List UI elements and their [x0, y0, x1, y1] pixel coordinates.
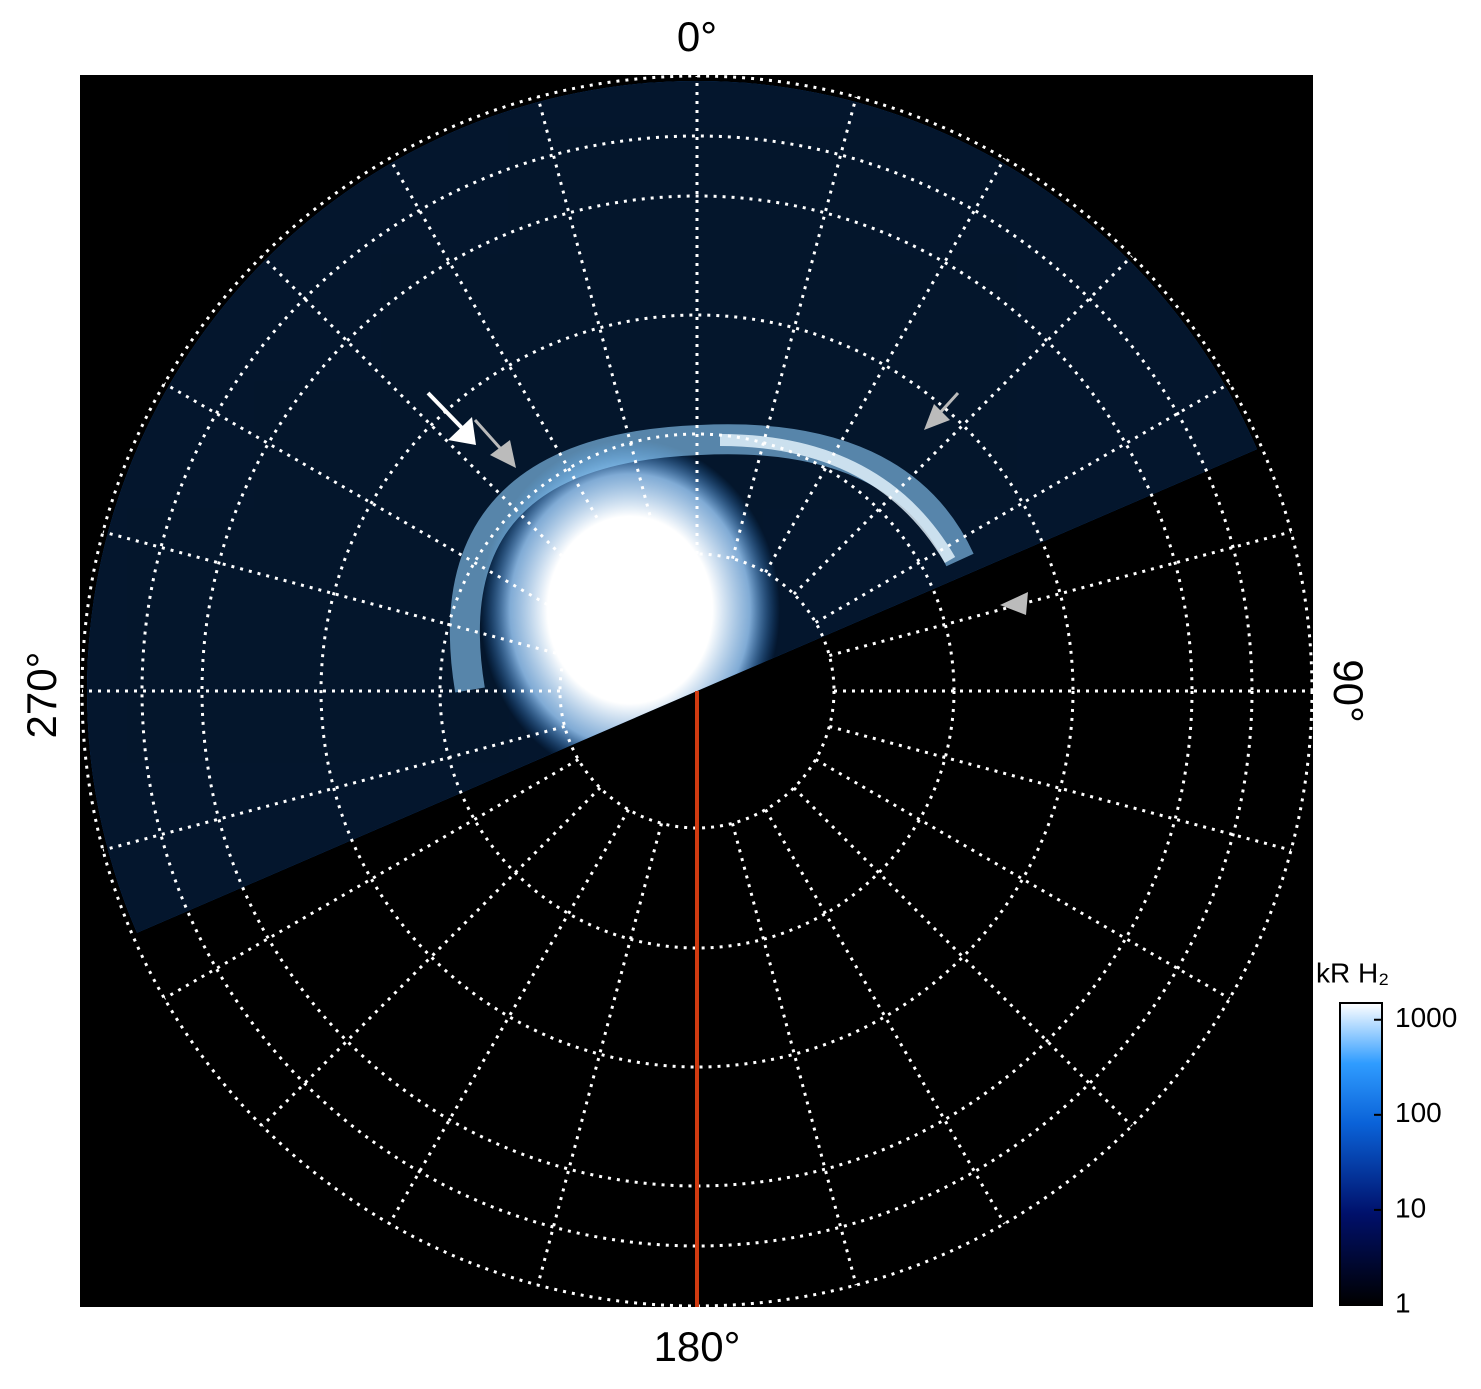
- grid-spoke: [163, 382, 580, 624]
- polar-grid: [80, 74, 1314, 1308]
- colorbar-label: kR H₂: [1316, 957, 1389, 988]
- grid-spoke: [731, 822, 858, 1286]
- colorbar-tick-label: 1: [1395, 1287, 1411, 1318]
- grid-spoke: [792, 786, 1133, 1127]
- grid-spoke: [261, 786, 602, 1127]
- colorbar: [1339, 1002, 1383, 1306]
- colorbar-tick-label: 100: [1395, 1097, 1442, 1128]
- colorbar-tick-label: 1000: [1395, 1002, 1457, 1033]
- grid-spoke: [828, 530, 1292, 657]
- grid-spoke: [764, 808, 1006, 1225]
- angle-label: 270°: [18, 652, 65, 739]
- grid-spoke: [102, 530, 566, 657]
- grid-spoke: [792, 255, 1133, 596]
- grid-spoke: [814, 758, 1231, 1000]
- angle-label: 180°: [654, 1323, 741, 1370]
- arrows: [426, 391, 1028, 615]
- grid-spoke: [814, 382, 1231, 624]
- grid-spoke: [731, 96, 858, 560]
- grid-spoke: [764, 157, 1006, 574]
- angle-label: 90°: [1325, 659, 1372, 723]
- grid-spoke: [536, 96, 663, 560]
- grid-spoke: [388, 808, 630, 1225]
- grid-spoke: [388, 157, 630, 574]
- grid-spoke: [102, 725, 566, 852]
- grid-spoke: [163, 758, 580, 1000]
- grid-spoke: [261, 255, 602, 596]
- grid-spoke: [536, 822, 663, 1286]
- angle-label: 0°: [677, 13, 717, 60]
- grid-spoke: [828, 725, 1292, 852]
- colorbar-tick-label: 10: [1395, 1192, 1426, 1223]
